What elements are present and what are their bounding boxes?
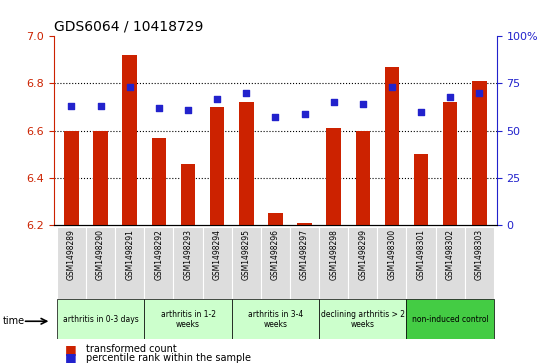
Bar — [326, 129, 341, 225]
Bar — [123, 55, 137, 225]
Text: GSM1498303: GSM1498303 — [475, 229, 484, 280]
FancyBboxPatch shape — [232, 299, 319, 339]
Text: GSM1498296: GSM1498296 — [271, 229, 280, 280]
Point — [388, 84, 396, 90]
FancyBboxPatch shape — [232, 227, 261, 299]
Text: GSM1498299: GSM1498299 — [359, 229, 367, 280]
FancyBboxPatch shape — [290, 227, 319, 299]
FancyBboxPatch shape — [377, 227, 407, 299]
FancyBboxPatch shape — [202, 227, 232, 299]
FancyBboxPatch shape — [144, 299, 232, 339]
Point — [446, 94, 455, 99]
Text: GDS6064 / 10418729: GDS6064 / 10418729 — [54, 20, 204, 34]
FancyBboxPatch shape — [144, 227, 173, 299]
Text: GSM1498298: GSM1498298 — [329, 229, 338, 280]
Bar — [355, 131, 370, 225]
FancyBboxPatch shape — [173, 227, 202, 299]
FancyBboxPatch shape — [261, 227, 290, 299]
FancyBboxPatch shape — [115, 227, 144, 299]
Text: arthritis in 0-3 days: arthritis in 0-3 days — [63, 315, 138, 324]
Text: transformed count: transformed count — [86, 344, 177, 354]
Text: declining arthritis > 2
weeks: declining arthritis > 2 weeks — [321, 310, 405, 329]
Text: GSM1498292: GSM1498292 — [154, 229, 164, 280]
FancyBboxPatch shape — [348, 227, 377, 299]
Text: ■: ■ — [65, 351, 77, 363]
Point — [359, 101, 367, 107]
Bar — [414, 154, 428, 225]
FancyBboxPatch shape — [57, 227, 86, 299]
Bar — [181, 164, 195, 225]
Bar — [297, 223, 312, 225]
Text: GSM1498297: GSM1498297 — [300, 229, 309, 280]
Point — [300, 111, 309, 117]
Bar — [239, 102, 254, 225]
Point — [417, 109, 426, 115]
Text: ■: ■ — [65, 343, 77, 356]
Point — [67, 103, 76, 109]
FancyBboxPatch shape — [465, 227, 494, 299]
FancyBboxPatch shape — [319, 299, 407, 339]
Text: time: time — [3, 316, 25, 326]
FancyBboxPatch shape — [407, 227, 436, 299]
Text: GSM1498294: GSM1498294 — [213, 229, 221, 280]
Text: percentile rank within the sample: percentile rank within the sample — [86, 352, 252, 363]
Text: GSM1498291: GSM1498291 — [125, 229, 134, 280]
Bar — [384, 67, 399, 225]
Bar — [472, 81, 487, 225]
Point — [184, 107, 192, 113]
Text: GSM1498302: GSM1498302 — [446, 229, 455, 280]
FancyBboxPatch shape — [57, 299, 144, 339]
Text: GSM1498300: GSM1498300 — [387, 229, 396, 280]
Point — [329, 99, 338, 105]
FancyBboxPatch shape — [436, 227, 465, 299]
Text: arthritis in 1-2
weeks: arthritis in 1-2 weeks — [160, 310, 215, 329]
Point — [475, 90, 484, 96]
Point — [154, 105, 163, 111]
Text: GSM1498289: GSM1498289 — [67, 229, 76, 280]
Point — [242, 90, 251, 96]
Bar — [443, 102, 457, 225]
Point — [96, 103, 105, 109]
Bar — [93, 131, 108, 225]
FancyBboxPatch shape — [407, 299, 494, 339]
FancyBboxPatch shape — [319, 227, 348, 299]
Text: GSM1498293: GSM1498293 — [184, 229, 192, 280]
Text: GSM1498290: GSM1498290 — [96, 229, 105, 280]
Bar — [64, 131, 79, 225]
Text: non-induced control: non-induced control — [412, 315, 489, 324]
FancyBboxPatch shape — [86, 227, 115, 299]
Text: GSM1498295: GSM1498295 — [242, 229, 251, 280]
Point — [271, 115, 280, 121]
Bar — [268, 213, 282, 225]
Bar — [152, 138, 166, 225]
Text: GSM1498301: GSM1498301 — [416, 229, 426, 280]
Text: arthritis in 3-4
weeks: arthritis in 3-4 weeks — [248, 310, 303, 329]
Point — [213, 96, 221, 102]
Point — [125, 84, 134, 90]
Bar — [210, 107, 225, 225]
